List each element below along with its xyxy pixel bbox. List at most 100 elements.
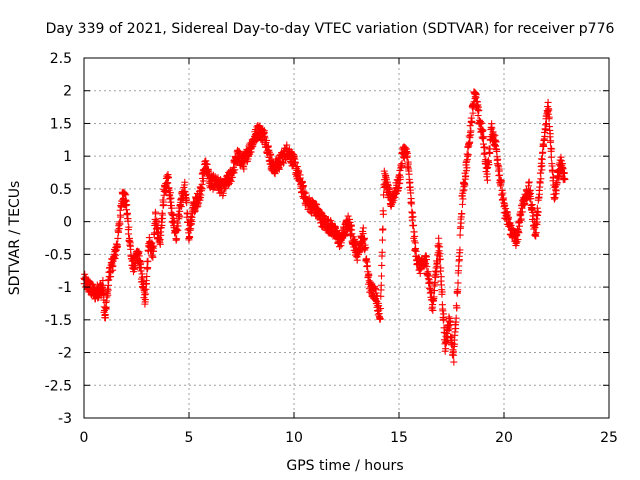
data-point: [551, 194, 559, 202]
data-point: [456, 231, 464, 239]
data-point: [396, 173, 404, 181]
data-point: [409, 213, 417, 221]
data-point: [271, 170, 279, 178]
data-point: [173, 235, 181, 243]
data-point: [533, 218, 541, 226]
data-point: [379, 210, 387, 218]
data-point: [199, 177, 207, 185]
data-point: [378, 248, 386, 256]
data-point: [464, 151, 472, 159]
data-point: [462, 172, 470, 180]
data-point: [359, 224, 367, 232]
data-point: [472, 91, 480, 99]
data-point: [378, 261, 386, 269]
grid: [84, 58, 609, 418]
data-point: [267, 150, 275, 158]
data-point: [469, 109, 477, 117]
data-point: [439, 307, 447, 315]
data-point: [532, 229, 540, 237]
data-point: [454, 286, 462, 294]
data-point: [143, 273, 151, 281]
data-point: [494, 155, 502, 163]
data-point: [138, 273, 146, 281]
x-tick-label: 5: [185, 430, 194, 446]
data-point: [504, 213, 512, 221]
data-point: [149, 253, 157, 261]
data-point: [137, 263, 145, 271]
data-point: [159, 211, 167, 219]
data-point: [517, 215, 525, 223]
data-point: [173, 227, 181, 235]
data-point: [152, 210, 160, 218]
data-point: [465, 132, 473, 140]
data-point: [230, 169, 238, 177]
data-point: [454, 279, 462, 287]
data-point: [416, 269, 424, 277]
data-point: [125, 230, 133, 238]
data-point: [480, 133, 488, 141]
data-point: [467, 127, 475, 135]
data-point: [299, 181, 307, 189]
data-point: [117, 213, 125, 221]
data-point: [422, 259, 430, 267]
data-point: [344, 212, 352, 220]
data-point: [143, 280, 151, 288]
data-point: [527, 195, 535, 203]
data-point: [545, 106, 553, 114]
data-point: [432, 268, 440, 276]
axis-ticks: [83, 57, 610, 419]
data-point: [483, 170, 491, 178]
data-point: [547, 153, 555, 161]
data-point: [302, 189, 310, 197]
y-tick-label: -2.5: [45, 378, 72, 394]
data-point: [463, 157, 471, 165]
data-point: [515, 229, 523, 237]
data-point: [141, 291, 149, 299]
data-point: [181, 178, 189, 186]
x-axis-label: GPS time / hours: [286, 458, 403, 474]
data-point: [398, 160, 406, 168]
data-point: [450, 351, 458, 359]
data-point: [514, 235, 522, 243]
data-point: [104, 285, 112, 293]
data-point: [197, 191, 205, 199]
data-point: [160, 201, 168, 209]
data-point: [451, 340, 459, 348]
data-point: [535, 190, 543, 198]
data-point: [408, 200, 416, 208]
data-point: [466, 122, 474, 130]
data-point: [457, 219, 465, 227]
data-point: [360, 234, 368, 242]
data-point: [144, 257, 152, 265]
data-point: [475, 106, 483, 114]
data-point: [497, 178, 505, 186]
y-tick-labels: 2.5 2 1.5 1 0.5 0 -0.5 -1 -1.5 -2 -2.5 -3: [45, 51, 72, 427]
data-point: [429, 306, 437, 314]
data-point: [525, 178, 533, 186]
data-point: [168, 210, 176, 218]
data-point: [122, 191, 130, 199]
data-point: [443, 337, 451, 345]
data-point: [435, 240, 443, 248]
y-tick-label: -2: [58, 346, 72, 362]
data-point: [177, 203, 185, 211]
data-point: [542, 120, 550, 128]
data-point: [409, 221, 417, 229]
x-tick-label: 0: [80, 430, 89, 446]
data-point: [483, 176, 491, 184]
data-point: [150, 242, 158, 250]
data-point: [459, 187, 467, 195]
data-point: [101, 314, 109, 322]
data-point: [157, 231, 165, 239]
x-tick-label: 25: [600, 430, 618, 446]
data-point: [437, 273, 445, 281]
data-point: [166, 189, 174, 197]
data-point: [411, 232, 419, 240]
data-point: [424, 268, 432, 276]
data-point: [479, 126, 487, 134]
data-point: [499, 189, 507, 197]
data-point: [348, 230, 356, 238]
data-point: [547, 137, 555, 145]
data-point: [362, 244, 370, 252]
